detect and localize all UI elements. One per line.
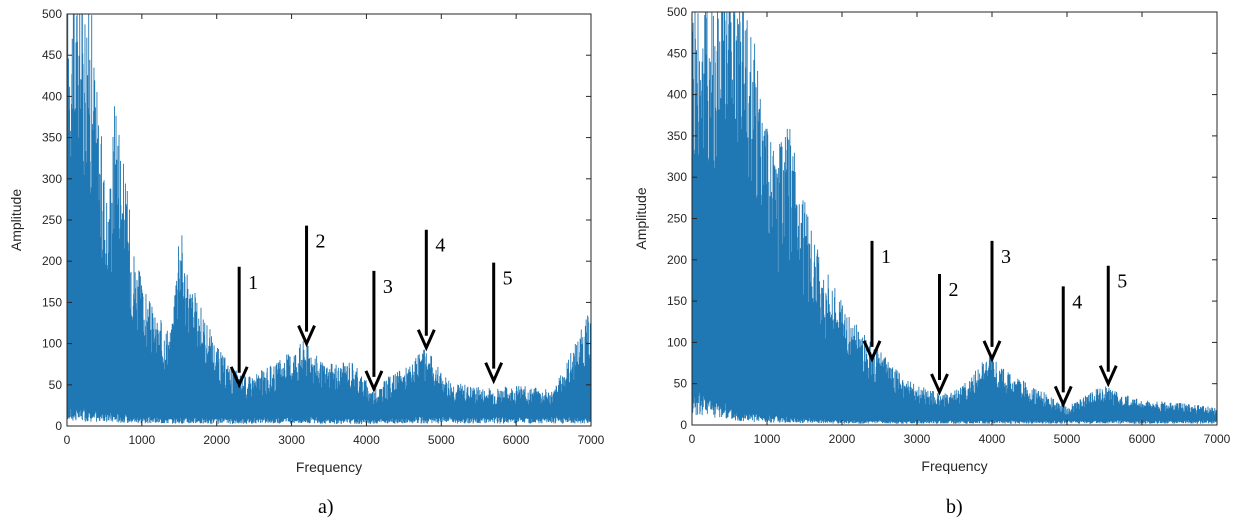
arrow-label: 5	[503, 268, 513, 290]
arrow-head	[484, 362, 504, 385]
arrow-head	[229, 366, 249, 389]
annotation-arrow-3: 3	[364, 270, 393, 393]
y-tick-label: 150	[42, 295, 62, 309]
arrow-label: 2	[316, 231, 326, 253]
annotation-arrow-5: 5	[484, 262, 513, 385]
x-tick-label: 5000	[428, 433, 455, 447]
annotation-arrow-1: 1	[229, 266, 258, 389]
x-tick-label: 3000	[904, 432, 931, 446]
y-tick-label: 300	[42, 172, 62, 186]
x-tick-label: 0	[64, 433, 71, 447]
y-tick-label: 450	[667, 46, 687, 60]
x-tick-label: 5000	[1054, 432, 1081, 446]
y-tick-label: 400	[42, 89, 62, 103]
arrow-head	[364, 370, 384, 393]
y-tick-label: 500	[667, 5, 687, 19]
arrow-label: 1	[881, 246, 891, 268]
x-tick-label: 2000	[829, 432, 856, 446]
x-tick-label: 7000	[1204, 432, 1231, 446]
arrow-label: 1	[248, 272, 258, 294]
y-tick-label: 50	[674, 377, 688, 391]
y-axis-title: Amplitude	[8, 189, 24, 251]
y-tick-label: 200	[42, 254, 62, 268]
spectrum-chart-a: 0 1000 2000 3000 4000 5000 6000 7000 0 50 100 150 20…	[8, 7, 605, 475]
annotation-arrow-5: 5	[1098, 265, 1127, 388]
y-tick-label: 300	[667, 170, 687, 184]
arrow-head	[416, 329, 436, 352]
chart-panel-b: 0 1000 2000 3000 4000 5000 6000 7000 0 50 100 150 20…	[620, 0, 1239, 490]
arrow-head	[297, 324, 316, 348]
y-tick-label: 200	[667, 253, 687, 267]
chart-panel-a: 0 1000 2000 3000 4000 5000 6000 7000 0 50 100 150 20…	[0, 0, 620, 490]
x-tick-label: 3000	[278, 433, 305, 447]
y-tick-label: 0	[680, 418, 687, 432]
arrow-head	[930, 373, 949, 396]
annotation-arrow-1: 1	[862, 240, 891, 363]
y-tick-label: 350	[42, 131, 62, 145]
arrow-label: 3	[1001, 246, 1011, 268]
caption-a: a)	[318, 496, 334, 518]
y-tick-label: 250	[667, 212, 687, 226]
arrow-head	[1098, 365, 1118, 388]
arrow-label: 2	[949, 279, 959, 301]
spectrum-fill	[67, 178, 591, 418]
x-tick-label: 7000	[578, 433, 605, 447]
y-tick-label: 500	[42, 7, 62, 21]
arrow-label: 3	[383, 276, 393, 298]
y-tick-label: 100	[667, 335, 687, 349]
y-tick-label: 450	[42, 48, 62, 62]
spectrum-series	[692, 12, 1217, 424]
arrow-head	[982, 340, 1002, 363]
y-tick-label: 250	[42, 213, 62, 227]
arrow-label: 4	[1072, 291, 1082, 313]
annotation-arrow-2: 2	[297, 225, 326, 348]
x-tick-label: 1000	[754, 432, 781, 446]
annotation-arrow-2: 2	[930, 273, 959, 396]
arrow-label: 4	[435, 235, 445, 257]
x-axis-title: Frequency	[296, 459, 362, 475]
y-tick-label: 50	[49, 378, 63, 392]
x-tick-label: 4000	[353, 433, 380, 447]
spectrum-chart-b: 0 1000 2000 3000 4000 5000 6000 7000 0 50 100 150 20…	[633, 5, 1231, 474]
x-tick-label: 4000	[979, 432, 1006, 446]
y-tick-label: 400	[667, 88, 687, 102]
arrow-label: 5	[1117, 271, 1127, 293]
annotation-arrow-3: 3	[982, 240, 1011, 363]
y-axis-title: Amplitude	[633, 187, 649, 249]
y-tick-label: 350	[667, 129, 687, 143]
annotation-arrow-4: 4	[1053, 286, 1082, 409]
spectrum-series	[67, 14, 591, 424]
spectrum-fill	[692, 177, 1217, 420]
x-tick-label: 2000	[203, 433, 230, 447]
caption-b: b)	[946, 496, 963, 518]
x-tick-label: 6000	[503, 433, 530, 447]
y-tick-label: 100	[42, 337, 62, 351]
x-axis-title: Frequency	[921, 458, 987, 474]
x-tick-label: 1000	[129, 433, 156, 447]
y-tick-label: 0	[55, 419, 62, 433]
arrow-head	[1053, 385, 1073, 409]
arrow-head	[862, 340, 882, 363]
annotation-arrow-4: 4	[416, 229, 445, 352]
x-tick-label: 0	[689, 432, 696, 446]
y-tick-label: 150	[667, 294, 687, 308]
x-tick-label: 6000	[1129, 432, 1156, 446]
